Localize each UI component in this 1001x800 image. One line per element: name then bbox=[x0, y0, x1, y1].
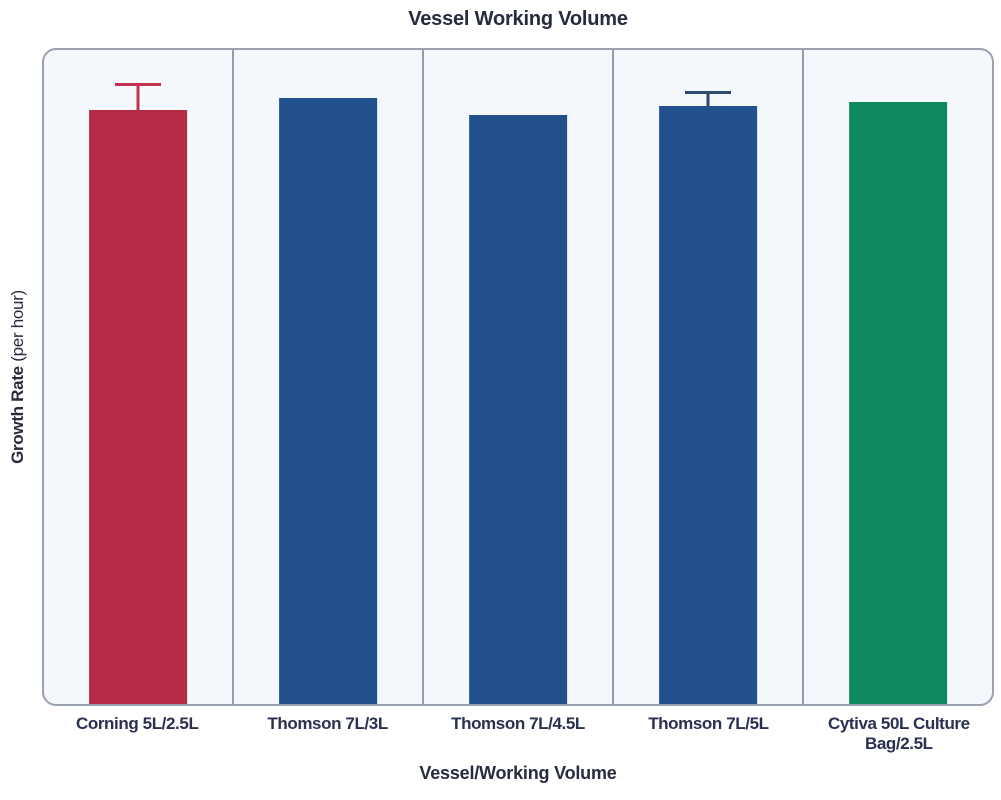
error-bar bbox=[115, 83, 161, 110]
chart-section bbox=[614, 50, 804, 704]
plot-area bbox=[42, 48, 994, 706]
x-axis-tick-label: Thomson 7L/3L bbox=[267, 714, 388, 733]
y-axis-title: Growth Rate (per hour) bbox=[0, 48, 36, 706]
x-axis-tick-label: Cytiva 50L Culture Bag/2.5L bbox=[827, 714, 970, 753]
x-axis-tick-label: Thomson 7L/5L bbox=[648, 714, 769, 733]
x-axis-tick-label: Thomson 7L/4.5L bbox=[451, 714, 585, 733]
error-bar-whisker bbox=[136, 83, 140, 110]
x-axis-tick-label: Corning 5L/2.5L bbox=[75, 714, 199, 733]
bar bbox=[469, 114, 567, 704]
x-axis-tick-labels: Corning 5L/2.5L Thomson 7L/3L Thomson 7L/4… bbox=[42, 714, 994, 754]
y-axis-title-main: Growth Rate bbox=[8, 366, 28, 464]
error-bar-whisker bbox=[706, 90, 710, 106]
chart-title: Vessel Working Volume bbox=[408, 8, 628, 30]
bar bbox=[659, 105, 757, 704]
chart-section bbox=[424, 50, 614, 704]
x-axis-title: Vessel/Working Volume bbox=[419, 763, 617, 783]
y-axis-title-text: Growth Rate (per hour) bbox=[8, 290, 28, 464]
bar bbox=[89, 109, 187, 704]
error-bar bbox=[685, 90, 731, 106]
chart-section bbox=[44, 50, 234, 704]
error-bar-cap bbox=[115, 83, 161, 87]
chart-section bbox=[804, 50, 992, 704]
bar bbox=[279, 98, 377, 704]
y-axis-title-unit: (per hour) bbox=[8, 290, 28, 362]
error-bar-cap bbox=[685, 90, 731, 94]
chart-section bbox=[234, 50, 424, 704]
bar bbox=[849, 102, 947, 704]
